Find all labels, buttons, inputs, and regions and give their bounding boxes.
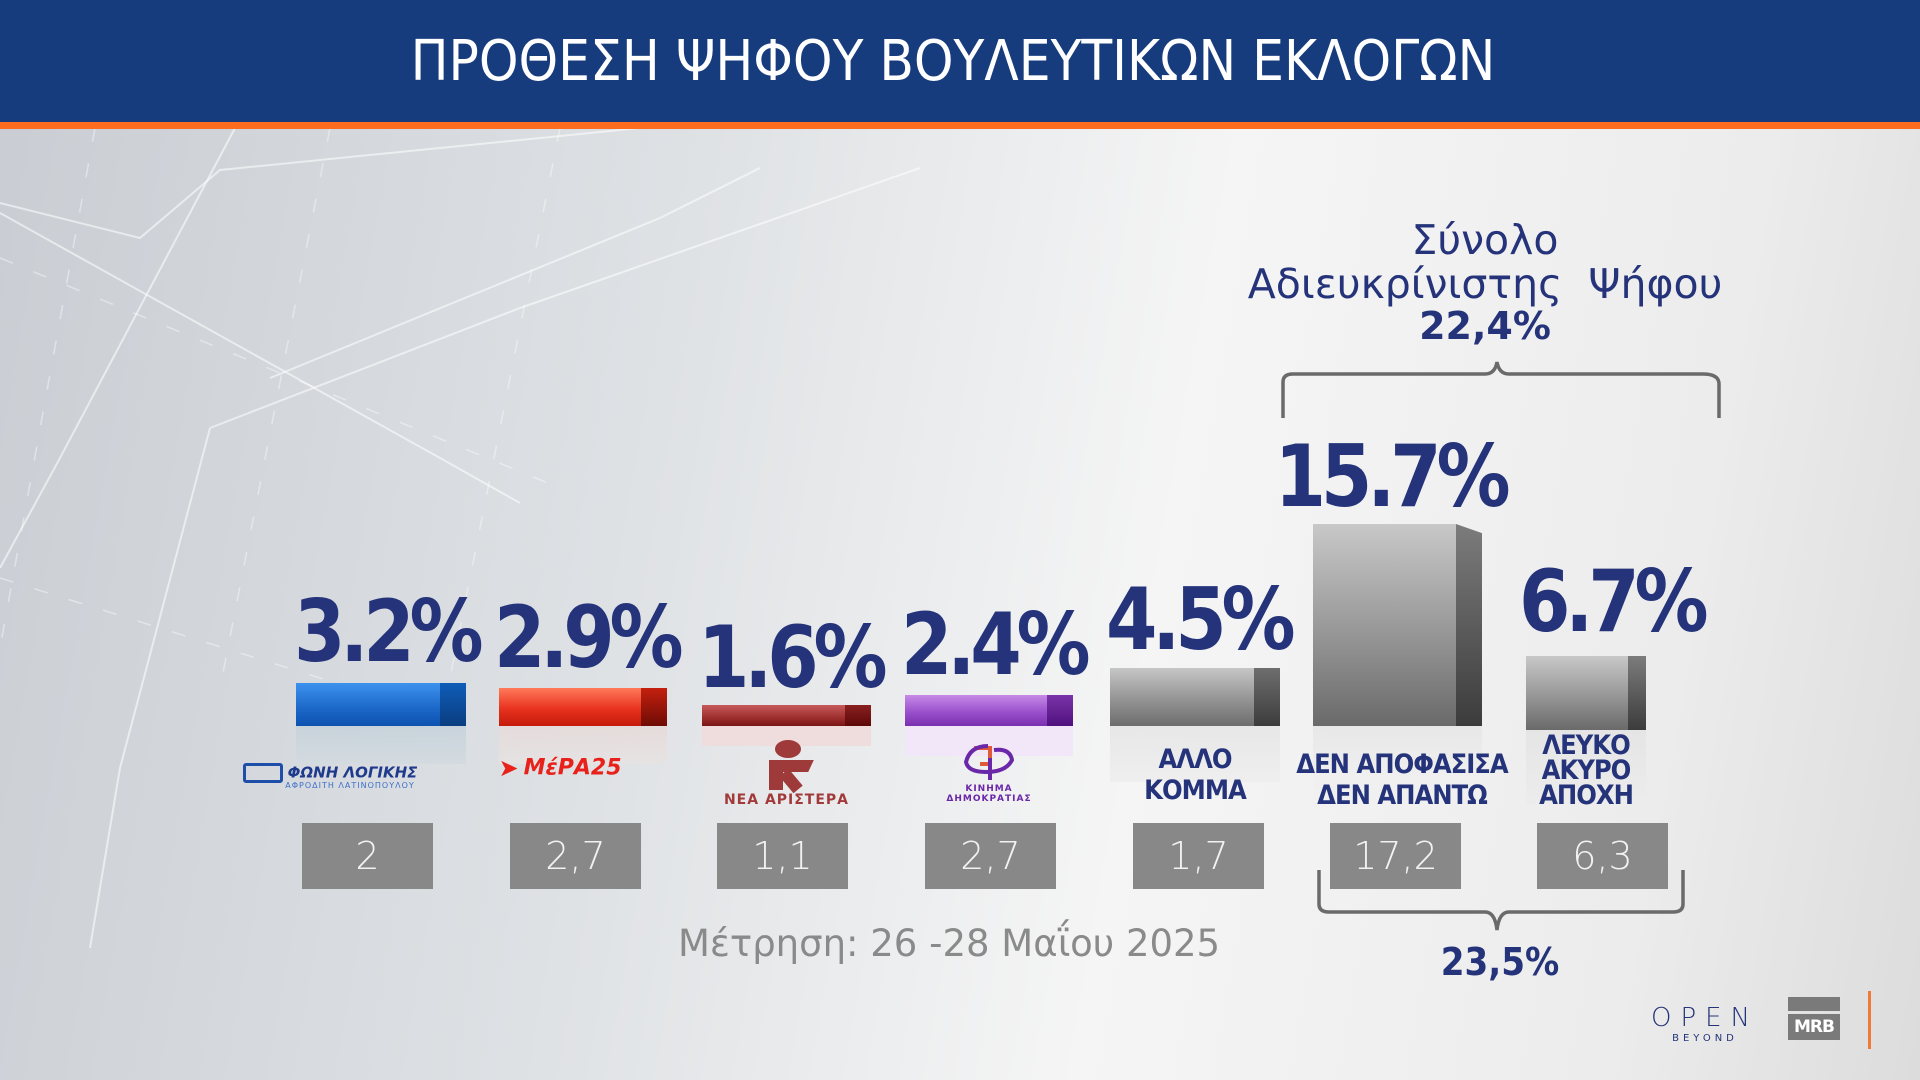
measurement-date: Μέτρηση: 26 -28 Μαΐου 2025 xyxy=(678,922,1221,965)
previous-undecided-total: 23,5% xyxy=(1440,940,1560,984)
foni-logikis-icon xyxy=(242,762,283,783)
header-accent-stripe xyxy=(0,122,1920,129)
page-title: ΠΡΟΘΕΣΗ ΨΗΦΟΥ ΒΟΥΛΕΥΤΙΚΩΝ ΕΚΛΟΓΩΝ xyxy=(410,28,1496,94)
bar-foni-logikis[interactable] xyxy=(296,683,466,726)
bar-lefko-akyro[interactable] xyxy=(1526,656,1646,730)
category-label-allo-komma: ΑΛΛΟ ΚΟΜΜΑ xyxy=(1144,744,1247,806)
logo-nea-aristera: ΝΕΑ ΑΡΙΣΤΕΡΑ xyxy=(702,740,871,808)
bar-value-label: 2.9% xyxy=(494,588,684,688)
bottom-brace xyxy=(1317,870,1685,931)
bar-den-apofasisa[interactable] xyxy=(1313,524,1482,726)
logo-open-beyond: OPEN BEYOND xyxy=(1650,1003,1760,1044)
undecided-total-annotation: Σύνολο Αδιευκρίνιστης Ψήφου 22,4% xyxy=(1235,218,1735,346)
logo-mera25: ➤ ΜέΡΑ25 xyxy=(498,754,622,782)
nea-aristera-icon xyxy=(757,740,817,794)
bar-nea-aristera[interactable] xyxy=(702,705,871,726)
logo-kinima-dimokratias: ΚΙΝΗΜΑ ΔΗΜΟΚΡΑΤΙΑΣ xyxy=(905,742,1073,804)
previous-value-box: 17,2 xyxy=(1330,823,1461,889)
swallow-icon: ➤ xyxy=(498,754,519,782)
bar-kinima-dimokratias[interactable] xyxy=(905,695,1073,726)
kinima-dimokratias-icon xyxy=(963,744,1015,780)
previous-value-box: 1,7 xyxy=(1133,823,1264,889)
previous-value-box: 2,7 xyxy=(925,823,1056,889)
bar-value-label: 1.6% xyxy=(698,608,888,708)
bar-value-label: 15.7% xyxy=(1274,427,1511,527)
header-bar xyxy=(0,0,1920,122)
bar-mera25[interactable] xyxy=(499,688,667,726)
orange-divider xyxy=(1868,991,1871,1049)
bar-allo-komma[interactable] xyxy=(1110,668,1280,726)
bar-value-label: 4.5% xyxy=(1106,570,1296,670)
annotation-total: 22,4% xyxy=(1419,304,1551,348)
previous-value-box: 2 xyxy=(302,823,433,889)
bar-value-label: 2.4% xyxy=(901,595,1091,695)
top-brace xyxy=(1281,361,1721,418)
category-label-lefko-akyro: ΛΕΥΚΟ ΑΚΥΡΟ ΑΠΟΧΗ xyxy=(1539,730,1634,811)
previous-value-box: 1,1 xyxy=(717,823,848,889)
logo-mrb: MRB xyxy=(1788,997,1840,1040)
footer-logos: OPEN BEYOND MRB xyxy=(1650,991,1910,1065)
annotation-line-2: Αδιευκρίνιστης Ψήφου xyxy=(1247,260,1723,308)
bar-value-label: 3.2% xyxy=(294,582,484,682)
annotation-line-1: Σύνολο xyxy=(1411,216,1559,264)
logo-foni-logikis: ΦΩΝΗ ΛΟΓΙΚΗΣ ΑΦΡΟΔΙΤΗ ΛΑΤΙΝΟΠΟΥΛΟΥ xyxy=(210,762,450,790)
previous-value-box: 6,3 xyxy=(1537,823,1668,889)
previous-value-box: 2,7 xyxy=(510,823,641,889)
bar-value-label: 6.7% xyxy=(1519,552,1709,652)
category-label-den-apofasisa: ΔΕΝ ΑΠΟΦΑΣΙΣΑ ΔΕΝ ΑΠΑΝΤΩ xyxy=(1296,749,1508,811)
